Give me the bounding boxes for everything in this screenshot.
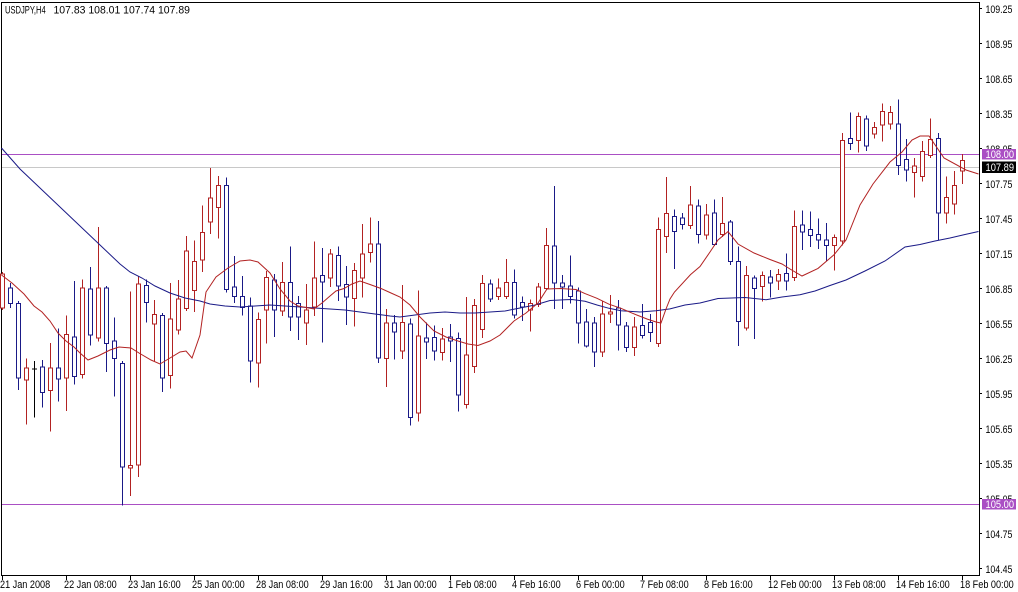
svg-text:105.95: 105.95 bbox=[986, 389, 1013, 401]
svg-text:USDJPY,H4: USDJPY,H4 bbox=[5, 4, 46, 17]
svg-text:108.65: 108.65 bbox=[986, 74, 1013, 86]
svg-text:107.15: 107.15 bbox=[986, 249, 1013, 261]
svg-text:7 Feb 08:00: 7 Feb 08:00 bbox=[640, 579, 689, 591]
svg-text:106.85: 106.85 bbox=[986, 284, 1013, 296]
svg-text:25 Jan 00:00: 25 Jan 00:00 bbox=[192, 579, 245, 591]
svg-text:6 Feb 00:00: 6 Feb 00:00 bbox=[576, 579, 625, 591]
svg-text:104.45: 104.45 bbox=[986, 564, 1013, 576]
svg-text:4 Feb 16:00: 4 Feb 16:00 bbox=[512, 579, 561, 591]
svg-text:23 Jan 16:00: 23 Jan 16:00 bbox=[128, 579, 181, 591]
svg-text:12 Feb 00:00: 12 Feb 00:00 bbox=[768, 579, 822, 591]
svg-text:107.75: 107.75 bbox=[986, 179, 1013, 191]
svg-text:108.35: 108.35 bbox=[986, 109, 1013, 121]
svg-text:105.35: 105.35 bbox=[986, 459, 1013, 471]
svg-text:108.00: 108.00 bbox=[986, 150, 1015, 162]
svg-text:14 Feb 16:00: 14 Feb 16:00 bbox=[896, 579, 950, 591]
svg-text:8 Feb 16:00: 8 Feb 16:00 bbox=[704, 579, 753, 591]
svg-text:18 Feb 00:00: 18 Feb 00:00 bbox=[960, 579, 1014, 591]
svg-text:106.25: 106.25 bbox=[986, 354, 1013, 366]
svg-text:28 Jan 08:00: 28 Jan 08:00 bbox=[256, 579, 309, 591]
svg-text:104.75: 104.75 bbox=[986, 529, 1013, 541]
svg-text:109.25: 109.25 bbox=[986, 4, 1013, 16]
svg-text:29 Jan 16:00: 29 Jan 16:00 bbox=[320, 579, 373, 591]
svg-text:22 Jan 08:00: 22 Jan 08:00 bbox=[64, 579, 117, 591]
svg-text:105.00: 105.00 bbox=[986, 500, 1015, 512]
svg-text:21 Jan 2008: 21 Jan 2008 bbox=[0, 579, 51, 591]
svg-text:1 Feb 08:00: 1 Feb 08:00 bbox=[448, 579, 497, 591]
svg-text:13 Feb 08:00: 13 Feb 08:00 bbox=[832, 579, 886, 591]
svg-text:106.55: 106.55 bbox=[986, 319, 1013, 331]
svg-text:105.65: 105.65 bbox=[986, 424, 1013, 436]
svg-text:107.83 108.01 107.74 107.89: 107.83 108.01 107.74 107.89 bbox=[54, 4, 190, 16]
svg-text:31 Jan 00:00: 31 Jan 00:00 bbox=[384, 579, 437, 591]
svg-text:108.95: 108.95 bbox=[986, 39, 1013, 51]
svg-text:107.45: 107.45 bbox=[986, 214, 1013, 226]
svg-text:107.89: 107.89 bbox=[986, 163, 1015, 175]
